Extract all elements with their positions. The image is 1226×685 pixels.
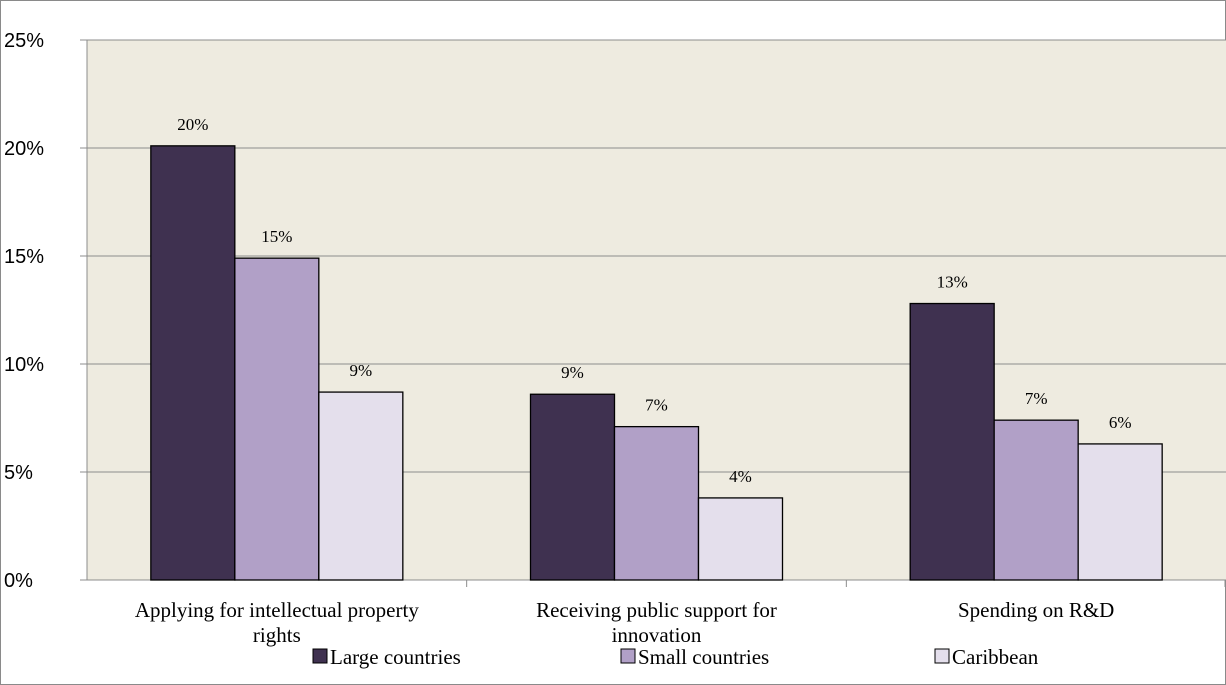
x-tick-label: Receiving public support for — [536, 598, 777, 622]
data-label: 6% — [1109, 413, 1132, 432]
bar — [909, 302, 995, 581]
data-label: 7% — [645, 396, 668, 415]
legend-swatch — [934, 648, 950, 664]
y-tick-label: 15% — [4, 246, 44, 268]
x-tick-label: rights — [253, 623, 301, 647]
y-tick-label: 10% — [4, 354, 44, 376]
data-label: 7% — [1025, 389, 1048, 408]
data-label: 15% — [261, 227, 292, 246]
data-label: 4% — [729, 467, 752, 486]
x-tick-label: innovation — [612, 623, 702, 647]
data-label: 13% — [937, 273, 968, 292]
y-tick-label: 0% — [4, 570, 33, 592]
bar — [234, 257, 320, 581]
bar — [150, 145, 236, 581]
legend-swatch — [620, 648, 636, 664]
x-tick-label: Applying for intellectual property — [135, 598, 420, 622]
legend-swatch — [312, 648, 328, 664]
y-tick-label: 25% — [4, 30, 44, 52]
data-label: 20% — [177, 115, 208, 134]
bar — [993, 419, 1079, 581]
y-tick-label: 5% — [4, 462, 33, 484]
bar — [318, 391, 404, 581]
legend-label: Small countries — [638, 645, 769, 669]
data-label: 9% — [561, 363, 584, 382]
bar — [529, 393, 616, 581]
bar — [613, 425, 700, 581]
y-tick-label: 20% — [4, 138, 44, 160]
x-tick-label: Spending on R&D — [958, 598, 1114, 622]
legend-label: Large countries — [330, 645, 461, 669]
legend-label: Caribbean — [952, 645, 1039, 669]
bar — [1077, 443, 1163, 581]
data-label: 9% — [349, 361, 372, 380]
bar — [697, 497, 784, 581]
